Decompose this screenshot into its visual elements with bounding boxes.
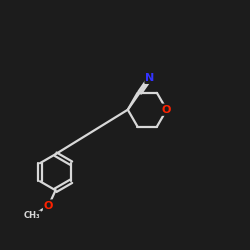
Text: O: O bbox=[44, 200, 53, 210]
Text: N: N bbox=[146, 73, 155, 83]
Text: O: O bbox=[162, 105, 171, 115]
Text: CH₃: CH₃ bbox=[24, 211, 40, 220]
